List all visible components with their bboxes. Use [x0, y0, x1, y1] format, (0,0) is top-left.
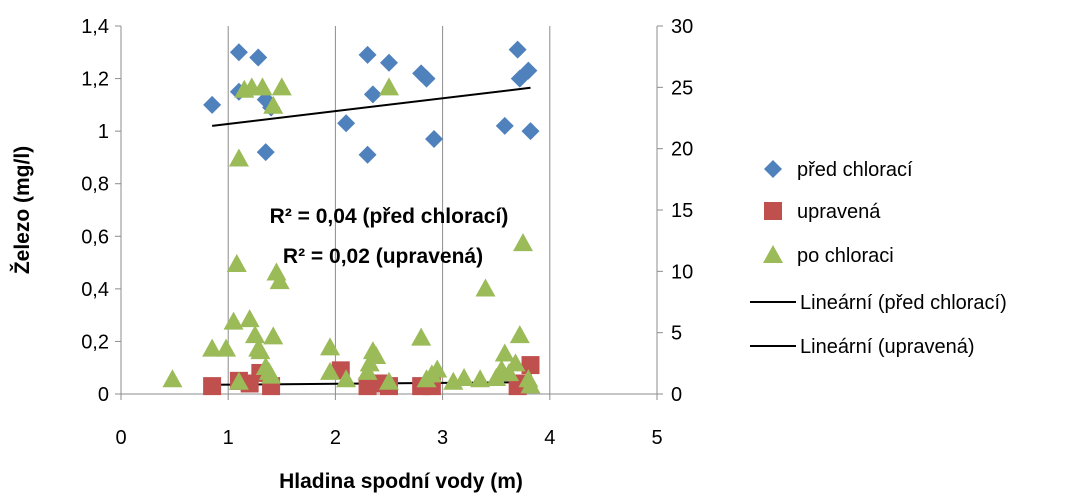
data-point [162, 369, 183, 388]
legend-label: upravená [797, 201, 881, 223]
data-point [320, 337, 341, 356]
data-point [263, 326, 284, 345]
y-tick-label: 0,6 [81, 226, 109, 248]
data-point [203, 377, 222, 396]
y-tick-label: 1,2 [81, 69, 109, 91]
data-point [508, 40, 527, 59]
data-point [505, 353, 526, 372]
data-point [379, 371, 399, 390]
data-point [521, 356, 540, 375]
legend: před chlorací upravená po chloraci Lineární… [750, 159, 1007, 358]
data-point [494, 343, 515, 362]
legend-label: Lineární (před chlorací) [800, 292, 1007, 314]
data-point [256, 143, 275, 162]
data-point [229, 43, 248, 62]
data-point [202, 338, 223, 357]
data-point [380, 53, 398, 72]
y2-tick-label: 0 [671, 384, 682, 406]
data-point [336, 369, 357, 388]
data-point [495, 116, 514, 135]
y2-tick-label: 30 [671, 16, 693, 38]
legend-marker [764, 202, 782, 220]
y-tick-label: 1,4 [81, 16, 109, 38]
x-tick-label: 3 [437, 427, 448, 449]
y2-tick-label: 20 [671, 139, 693, 161]
data-point [358, 145, 377, 164]
data-point [245, 325, 265, 344]
x-tick-label: 0 [115, 427, 126, 449]
data-point [203, 95, 222, 114]
y-tick-label: 0 [98, 384, 109, 406]
y-tick-label: 0,8 [81, 174, 109, 196]
x-tick-label: 1 [223, 427, 234, 449]
legend-label: po chloraci [797, 245, 894, 267]
data-point [513, 233, 533, 252]
data-point [363, 85, 382, 104]
trendline [212, 86, 531, 127]
data-point [454, 368, 475, 387]
y-axis-title: Železo (mg/l) [10, 146, 34, 274]
r-squared-label: R² = 0,04 (před chlorací) [270, 205, 509, 228]
data-point [271, 77, 292, 96]
data-point [358, 45, 377, 64]
data-point [263, 95, 284, 114]
y-tick-label: 0,4 [81, 279, 109, 301]
data-point [216, 338, 237, 357]
annotations: R² = 0,04 (před chlorací) R² = 0,02 (upra… [270, 205, 509, 268]
legend-entry: upravená [764, 201, 881, 223]
data-point [379, 77, 399, 96]
data-point [252, 77, 273, 96]
legend-marker [763, 245, 783, 263]
data-point [509, 325, 530, 344]
axes [115, 25, 663, 400]
x-axis-title: Hladina spodní vody (m) [279, 470, 523, 493]
data-point [228, 148, 249, 167]
legend-label: před chlorací [797, 159, 913, 181]
y2-tick-label: 15 [671, 200, 693, 222]
data-point [223, 311, 244, 330]
data-point [425, 130, 444, 149]
data-point [417, 69, 436, 88]
y2-tick-label: 10 [671, 261, 693, 283]
data-point [520, 375, 541, 394]
r-squared-label: R² = 0,02 (upravená) [283, 245, 483, 268]
legend-label: Lineární (upravená) [800, 336, 975, 358]
data-point [499, 363, 520, 382]
data-point [226, 253, 247, 272]
data-point [470, 369, 491, 388]
legend-marker [764, 160, 782, 178]
series-group [203, 40, 540, 164]
y2-tick-label: 5 [671, 323, 682, 345]
data-point [269, 271, 290, 290]
series-layer [162, 40, 541, 396]
series-group [162, 77, 541, 394]
data-point [427, 359, 448, 378]
legend-entry: Lineární (před chlorací) [750, 292, 1007, 314]
data-point [261, 365, 282, 384]
legend-entry: Lineární (upravená) [750, 336, 975, 358]
data-point [250, 341, 271, 360]
data-point [228, 371, 249, 390]
data-point [366, 345, 387, 364]
y-tick-label: 1 [98, 121, 109, 143]
legend-entry: po chloraci [763, 245, 894, 267]
data-point [519, 61, 538, 80]
data-point [521, 122, 540, 141]
data-point [249, 48, 268, 67]
data-point [320, 361, 341, 380]
data-point [239, 309, 260, 328]
x-tick-label: 5 [651, 427, 662, 449]
data-point [337, 114, 356, 133]
y2-tick-label: 25 [671, 77, 693, 99]
y-tick-label: 0,2 [81, 331, 109, 353]
x-tick-label: 2 [330, 427, 341, 449]
data-point [475, 278, 496, 297]
x-tick-label: 4 [544, 427, 555, 449]
data-point [411, 327, 432, 346]
legend-entry: před chlorací [764, 159, 913, 181]
